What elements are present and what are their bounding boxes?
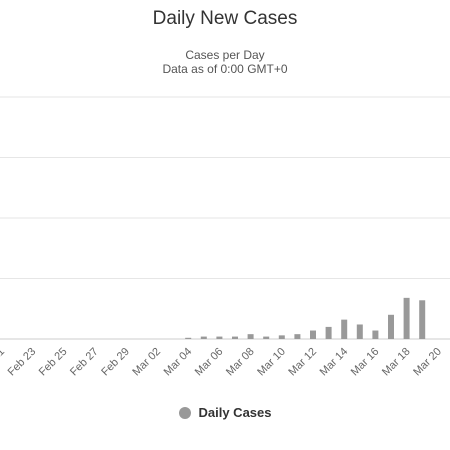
legend-label-daily-cases: Daily Cases	[198, 405, 272, 420]
x-tick-label-mar-14: Mar 14	[318, 346, 351, 379]
bar-mar-13[interactable]	[325, 326, 332, 339]
x-tick-label-mar-04: Mar 04	[162, 346, 195, 379]
bar-mar-09[interactable]	[263, 336, 270, 339]
bar-mar-16[interactable]	[372, 330, 379, 339]
bar-mar-08[interactable]	[247, 334, 254, 339]
bar-mar-10[interactable]	[278, 335, 285, 339]
bar-mar-07[interactable]	[232, 336, 238, 339]
chart-title: Daily New Cases	[152, 8, 298, 29]
bar-mar-19[interactable]	[419, 300, 426, 339]
x-tick-label-feb-25: Feb 25	[37, 346, 70, 379]
bar-mar-12[interactable]	[310, 330, 316, 339]
legend[interactable]: Daily Cases	[0, 405, 450, 420]
bar-mar-06[interactable]	[216, 336, 223, 339]
bar-mar-04[interactable]	[185, 337, 192, 339]
bar-mar-14[interactable]	[341, 319, 348, 339]
x-tick-label-feb-27: Feb 27	[68, 346, 101, 379]
bar-mar-18[interactable]	[403, 297, 410, 339]
x-tick-label-mar-20: Mar 20	[411, 346, 444, 379]
x-tick-label-mar-06: Mar 06	[193, 346, 226, 379]
chart-subtitle-line-1: Cases per Day	[185, 48, 265, 62]
bar-mar-11[interactable]	[294, 334, 301, 339]
x-tick-label-mar-16: Mar 16	[349, 346, 382, 379]
x-tick-label-feb-21: Feb 21	[0, 346, 7, 379]
chart-subtitle-line-2: Data as of 0:00 GMT+0	[162, 62, 288, 76]
bar-mar-17[interactable]	[388, 314, 394, 339]
bar-mar-15[interactable]	[356, 324, 363, 339]
x-tick-label-mar-08: Mar 08	[224, 346, 257, 379]
x-tick-label-mar-10: Mar 10	[255, 346, 288, 379]
legend-swatch-daily-cases	[178, 406, 191, 419]
x-tick-label-mar-02: Mar 02	[130, 346, 163, 379]
bar-mar-05[interactable]	[200, 336, 207, 339]
x-tick-label-mar-12: Mar 12	[286, 346, 319, 379]
x-tick-label-mar-18: Mar 18	[380, 346, 413, 379]
x-tick-label-feb-23: Feb 23	[6, 346, 39, 379]
x-tick-label-feb-29: Feb 29	[99, 346, 132, 379]
